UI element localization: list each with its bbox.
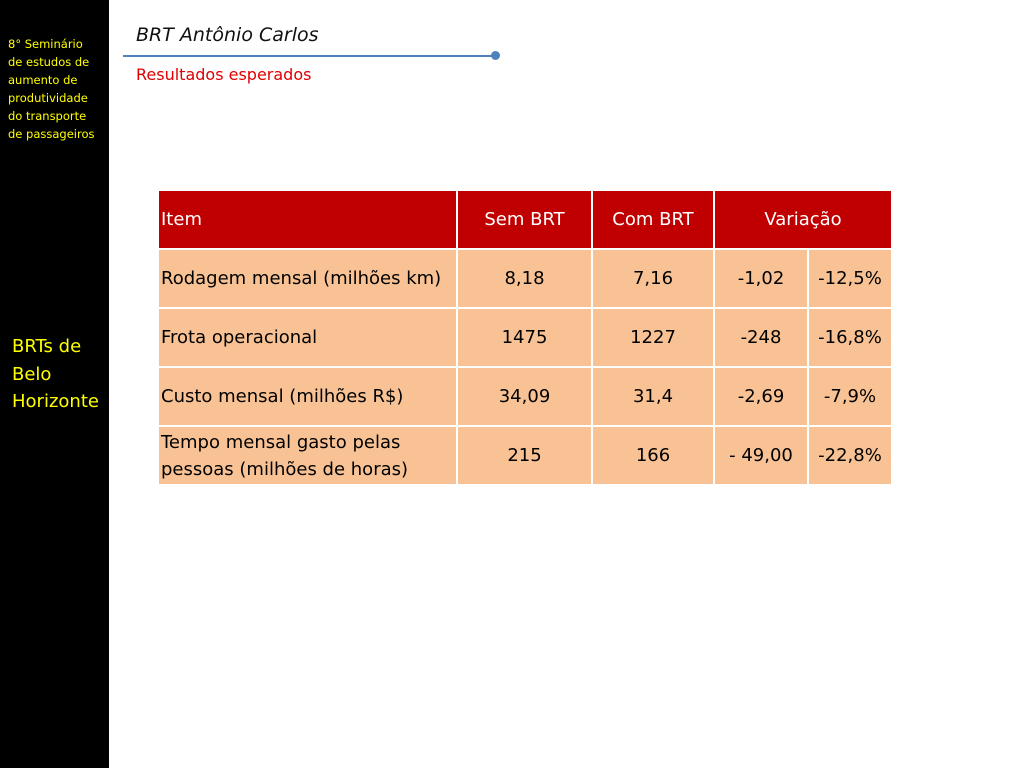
header-item: Item — [157, 189, 458, 250]
header-com-brt: Com BRT — [591, 189, 715, 250]
cell-sem-brt: 215 — [456, 425, 593, 486]
cell-variacao-pct: -16,8% — [806, 307, 894, 368]
cell-com-brt: 7,16 — [591, 248, 715, 309]
header-variacao: Variação — [712, 189, 894, 250]
cell-sem-brt: 34,09 — [456, 366, 593, 427]
table-row: Tempo mensal gasto pelas pessoas (milhõe… — [157, 425, 894, 486]
cell-variacao-pct: -7,9% — [806, 366, 894, 427]
sidebar: 8° Seminário de estudos de aumento de pr… — [0, 0, 109, 768]
slide-subtitle: Resultados esperados — [136, 65, 312, 84]
cell-variacao-abs: -2,69 — [713, 366, 809, 427]
cell-com-brt: 1227 — [591, 307, 715, 368]
table-row: Rodagem mensal (milhões km) 8,18 7,16 -1… — [157, 248, 894, 309]
sidebar-event-text: 8° Seminário de estudos de aumento de pr… — [8, 37, 95, 141]
cell-variacao-abs: -248 — [713, 307, 809, 368]
slide-title: BRT Antônio Carlos — [136, 24, 319, 46]
cell-variacao-abs: -1,02 — [713, 248, 809, 309]
table-row: Frota operacional 1475 1227 -248 -16,8% — [157, 307, 894, 368]
cell-item: Frota operacional — [157, 307, 458, 368]
cell-com-brt: 166 — [591, 425, 715, 486]
table-row: Custo mensal (milhões R$) 34,09 31,4 -2,… — [157, 366, 894, 427]
title-divider-dot — [491, 51, 500, 60]
cell-item: Rodagem mensal (milhões km) — [157, 248, 458, 309]
title-divider — [123, 55, 495, 57]
cell-variacao-pct: -12,5% — [806, 248, 894, 309]
cell-sem-brt: 1475 — [456, 307, 593, 368]
results-table: Item Sem BRT Com BRT Variação Rodagem me… — [157, 189, 894, 486]
cell-variacao-abs: - 49,00 — [713, 425, 809, 486]
cell-com-brt: 31,4 — [591, 366, 715, 427]
cell-item: Tempo mensal gasto pelas pessoas (milhõe… — [157, 425, 458, 486]
cell-item: Custo mensal (milhões R$) — [157, 366, 458, 427]
cell-variacao-pct: -22,8% — [806, 425, 894, 486]
header-sem-brt: Sem BRT — [456, 189, 593, 250]
sidebar-section-text: BRTs de Belo Horizonte — [12, 336, 99, 412]
table-header-row: Item Sem BRT Com BRT Variação — [157, 189, 894, 250]
cell-sem-brt: 8,18 — [456, 248, 593, 309]
